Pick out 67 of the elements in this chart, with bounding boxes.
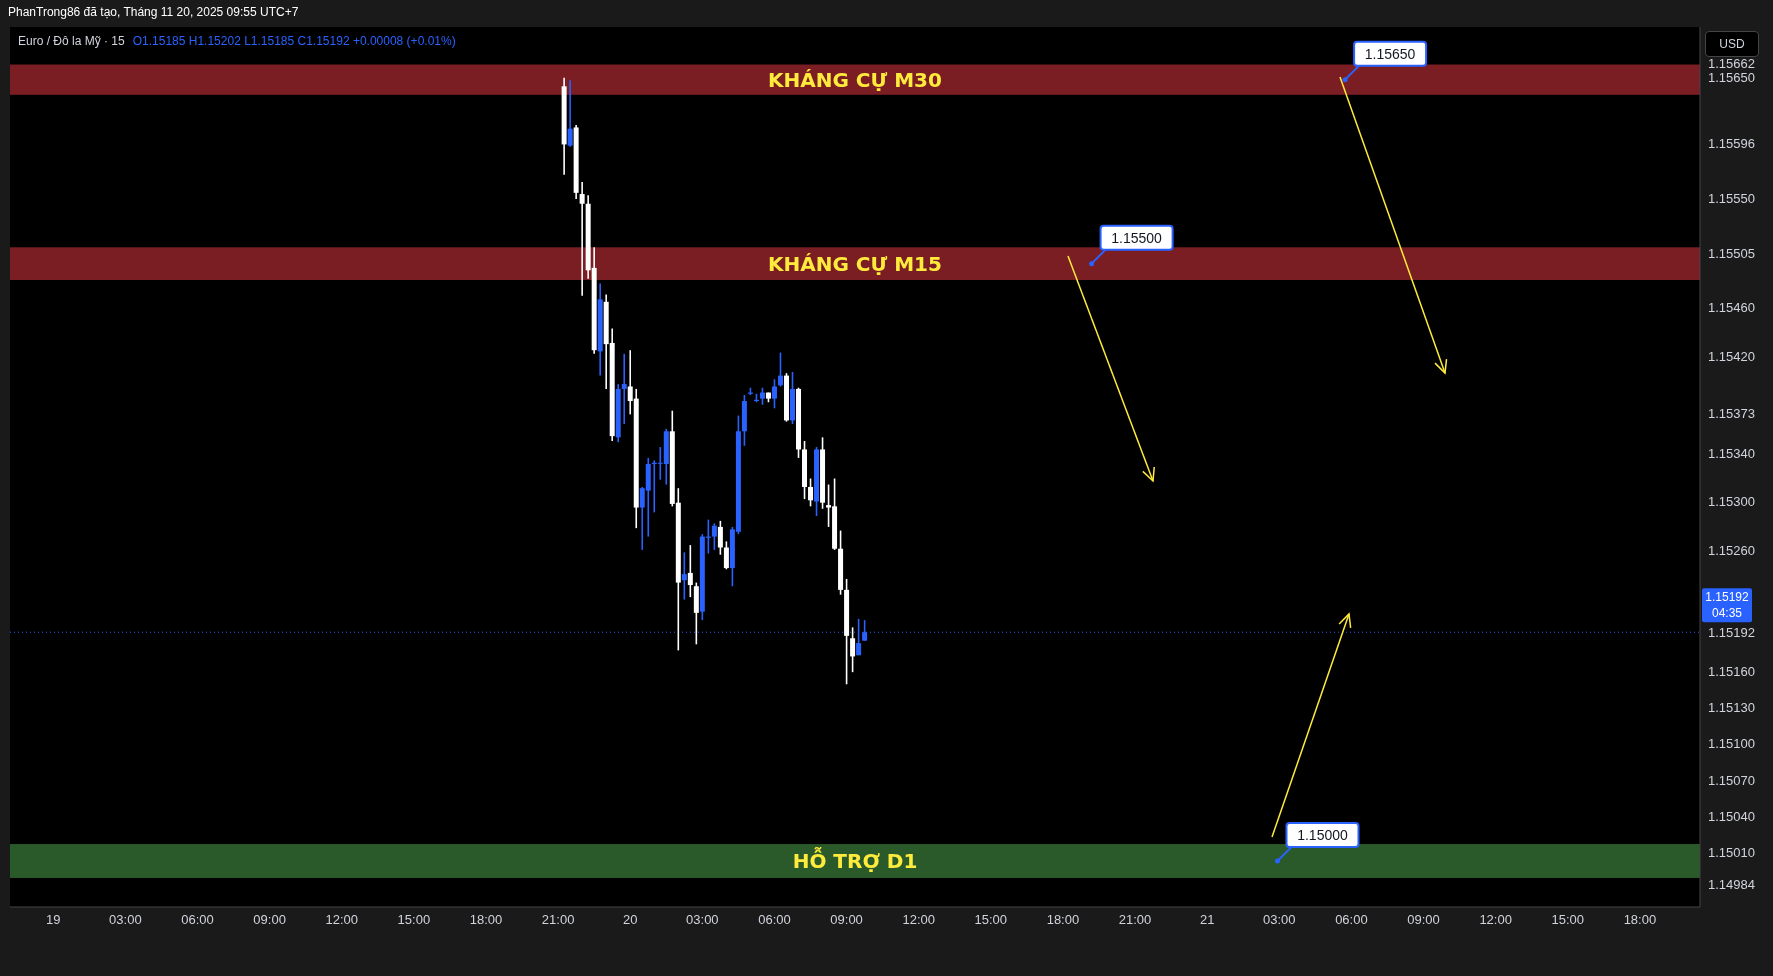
- x-tick-label: 18:00: [1046, 912, 1080, 928]
- y-tick-label: 1.15100: [1708, 736, 1755, 752]
- candlestick: [681, 551, 687, 601]
- text: PhanTrong86 đã tạo, Tháng 11 20, 2025 09:55 UTC+7: [8, 5, 299, 19]
- y-axis-title: USD: [1705, 31, 1759, 57]
- candlestick: [717, 520, 723, 556]
- candlestick: [771, 378, 777, 410]
- x-tick-label: 21:00: [541, 912, 575, 928]
- candlestick: [621, 353, 627, 425]
- annotation: 1.15650: [1364, 45, 1416, 62]
- x-tick-label: 15:00: [974, 912, 1008, 928]
- annotation: 1.15000: [1297, 827, 1349, 843]
- y-tick-label: 1.15420: [1708, 348, 1755, 364]
- y-tick-label: 1.15373: [1708, 405, 1755, 421]
- candlestick: [777, 351, 783, 388]
- x-tick-label: 06:00: [1335, 912, 1368, 928]
- x-tick-label: 03:00: [1263, 912, 1296, 928]
- y-tick-label: 1.15260: [1708, 542, 1755, 558]
- x-tick-label: 18:00: [1623, 912, 1657, 928]
- annotation: 1.15500: [1111, 229, 1163, 246]
- x-tick-label: 19: [46, 912, 61, 928]
- y-tick-label: 1.15340: [1708, 445, 1755, 461]
- y-tick-label: 1.15650: [1708, 70, 1755, 86]
- candlestick: [850, 626, 856, 673]
- y-tick-label: 1.15460: [1708, 300, 1755, 316]
- y-tick-label: 1.15130: [1708, 699, 1755, 715]
- y-tick-label: 1.15596: [1708, 135, 1755, 151]
- x-tick-label: 09:00: [253, 912, 286, 928]
- band-label: HỖ TRỢ D1: [792, 846, 918, 873]
- x-tick-label: 12:00: [1479, 912, 1512, 928]
- band-label: KHÁNG CỰ M30: [768, 67, 942, 92]
- x-tick-label: 20: [622, 912, 638, 928]
- x-tick-label: 15:00: [397, 912, 431, 928]
- candlestick: [711, 522, 717, 551]
- x-tick-label: 06:00: [758, 912, 791, 928]
- candlestick: [808, 477, 814, 508]
- y-tick-label: 1.15040: [1708, 808, 1755, 824]
- candlestick: [723, 540, 729, 571]
- y-tick-label: 1.15300: [1708, 494, 1755, 510]
- y-tick-label: 1.15160: [1708, 663, 1755, 679]
- x-tick-label: 21:00: [1118, 912, 1152, 928]
- y-tick-label: 1.15192: [1708, 624, 1755, 640]
- x-tick-label: 21: [1199, 912, 1215, 928]
- x-tick-label: 12:00: [325, 912, 359, 928]
- band-label: KHÁNG CỰ M15: [768, 251, 942, 276]
- candlestick: [862, 619, 868, 642]
- y-tick-label: 1.14984: [1708, 876, 1755, 892]
- y-tick-label: 1.15070: [1708, 772, 1755, 788]
- candlestick: [687, 544, 693, 598]
- x-tick-label: 09:00: [830, 912, 863, 928]
- candlestick: [567, 79, 573, 148]
- y-tick-label: 1.15662: [1708, 55, 1755, 71]
- x-tick-label: 09:00: [1407, 912, 1440, 928]
- x-tick-label: 18:00: [469, 912, 503, 928]
- x-tick-label: 03:00: [686, 912, 719, 928]
- candlestick: [856, 618, 862, 657]
- text: O1.15185 H1.15202 L1.15185 C1.15192 +0.00008 (+0.01%): [132, 34, 456, 48]
- candlestick: [579, 181, 585, 297]
- ref-line-label: 1.15192 04:35: [1705, 590, 1750, 621]
- x-tick-label: 12:00: [902, 912, 935, 928]
- y-tick-label: 1.15550: [1708, 191, 1755, 207]
- text: Euro / Đô la Mỹ · 15: [18, 34, 125, 48]
- x-tick-label: 06:00: [181, 912, 214, 928]
- y-tick-label: 1.15505: [1708, 245, 1755, 261]
- x-tick-label: 03:00: [109, 912, 142, 928]
- x-tick-label: 15:00: [1551, 912, 1585, 928]
- y-tick-label: 1.15010: [1708, 845, 1755, 861]
